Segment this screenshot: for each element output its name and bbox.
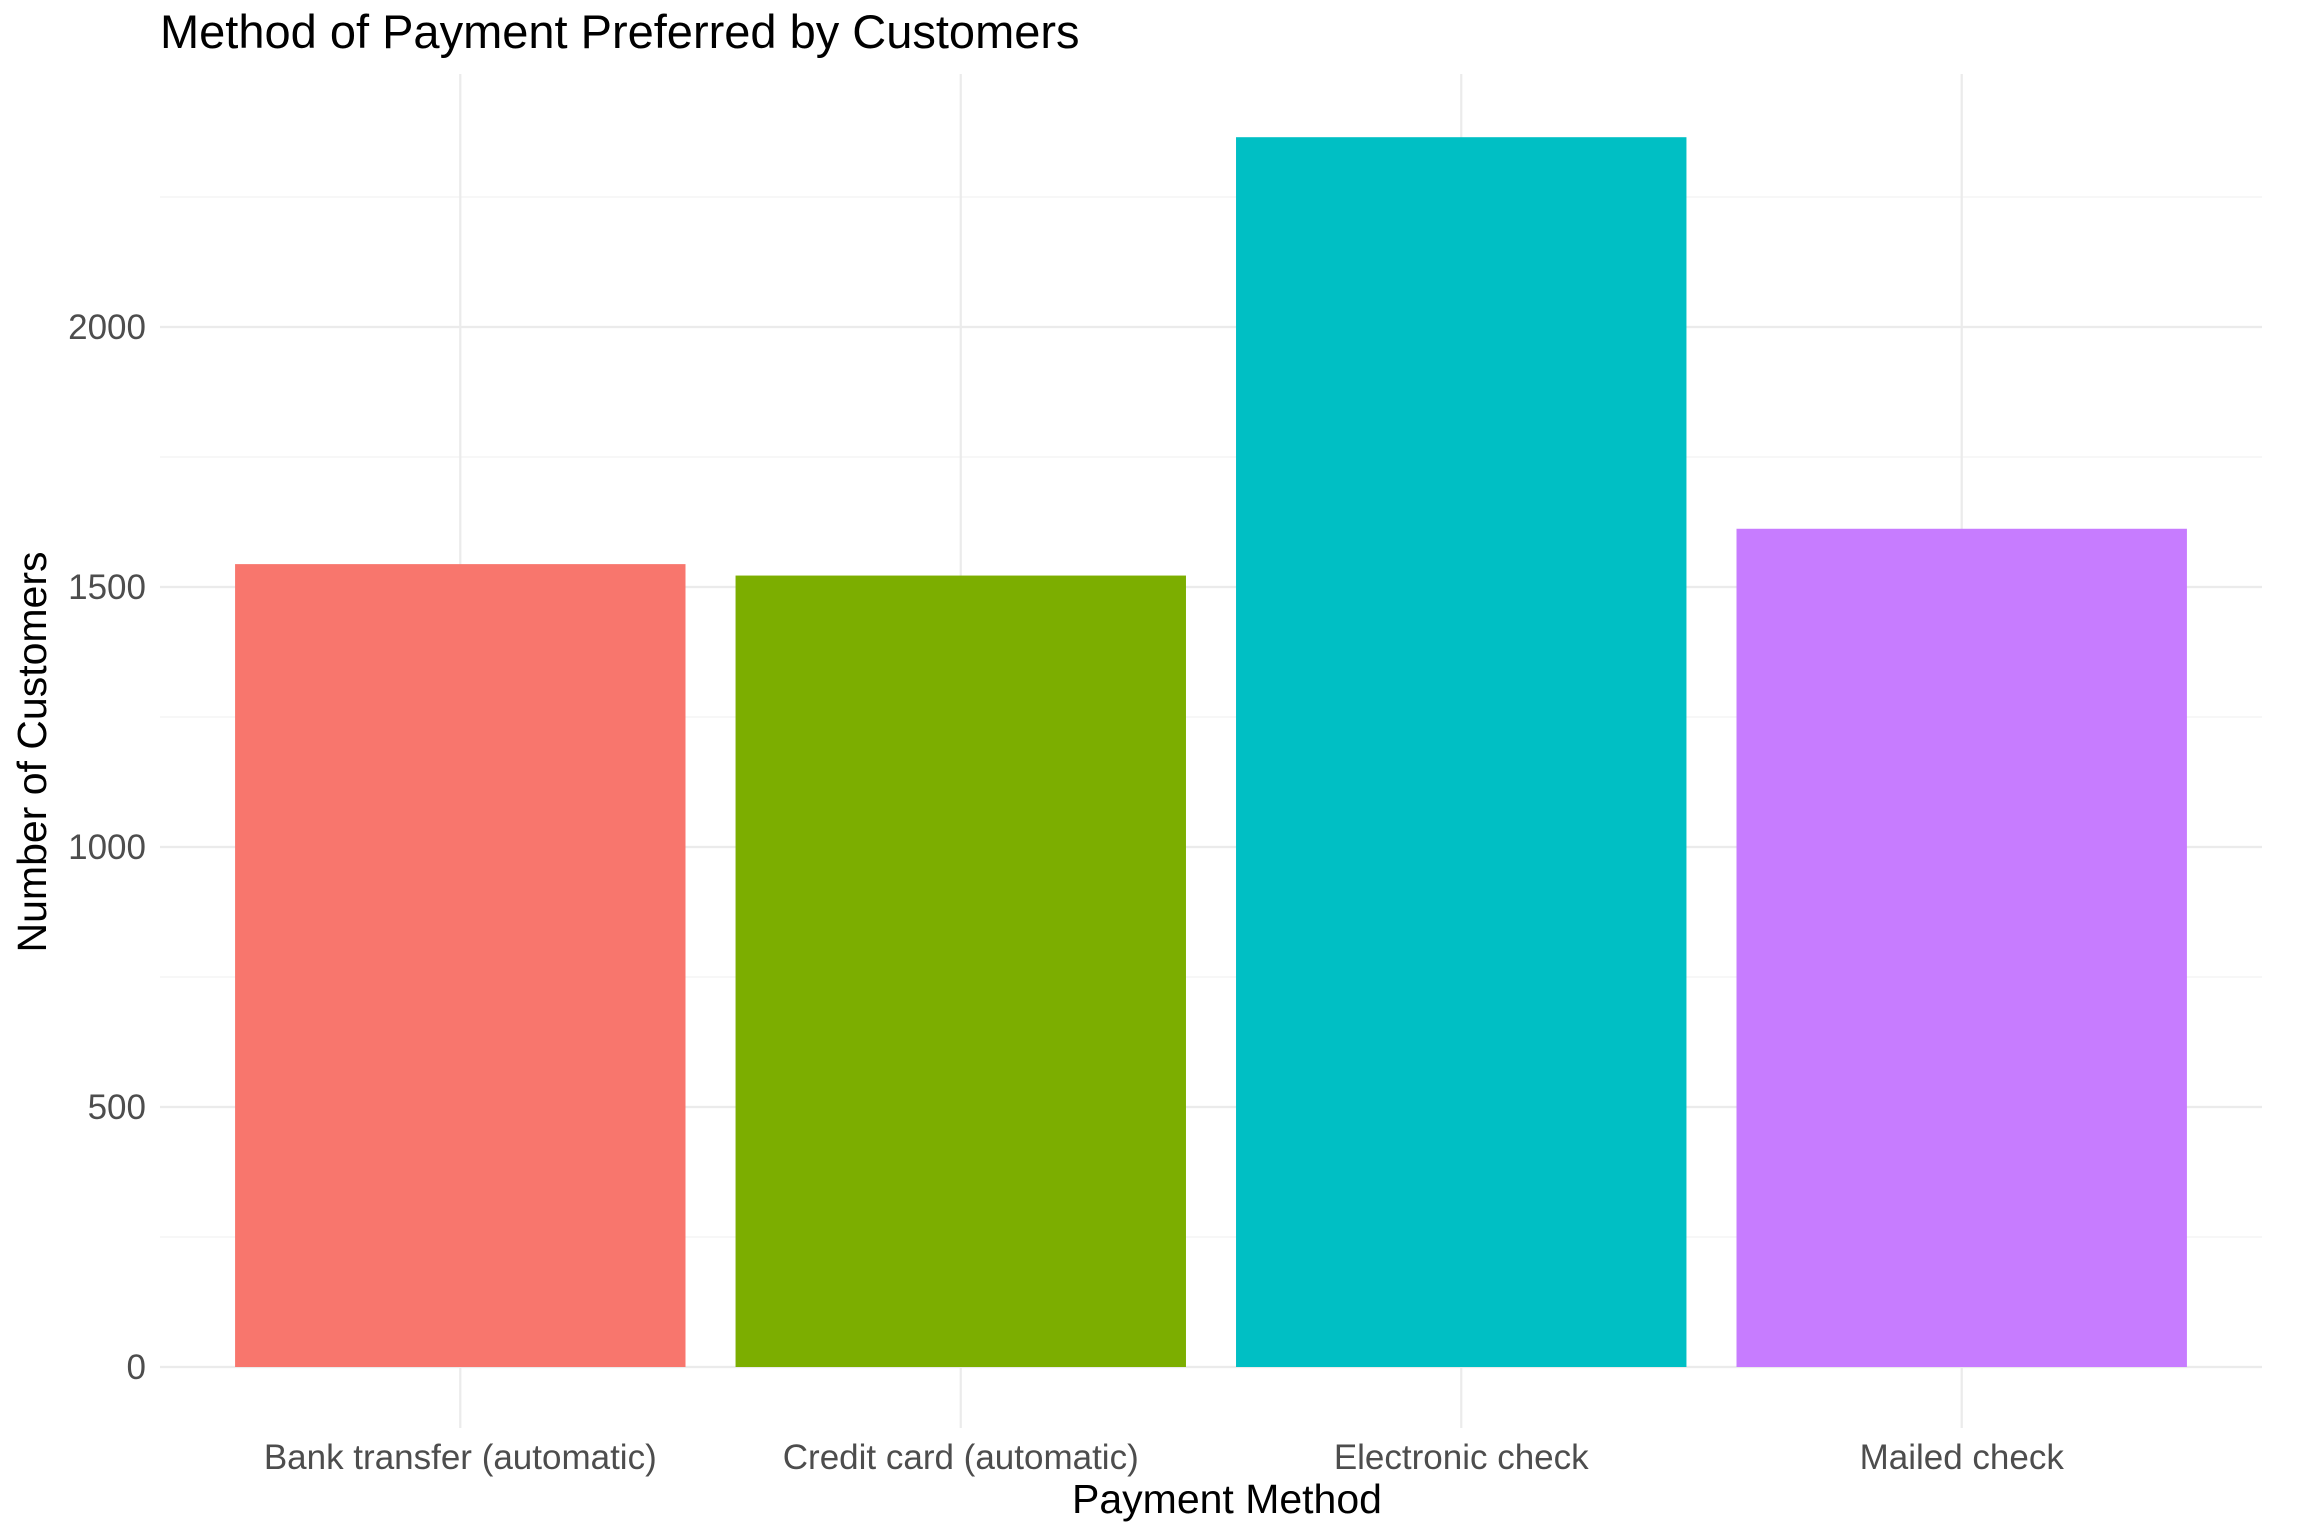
x-tick-label: Credit card (automatic) [783,1438,1139,1477]
bar [1236,137,1687,1368]
y-tick-label: 0 [127,1348,146,1387]
x-tick-label: Mailed check [1860,1438,2065,1477]
y-tick-label: 500 [88,1088,146,1127]
y-axis-ticks: 0 500 1000 1500 2000 [68,308,146,1387]
bar [1736,528,2187,1367]
y-tick-label: 2000 [68,308,146,347]
y-axis-title: Number of Customers [9,551,55,952]
x-axis-ticks: Bank transfer (automatic) Credit card (au… [264,1438,2065,1477]
y-tick-label: 1000 [68,828,146,867]
chart-title: Method of Payment Preferred by Customers [160,5,1080,58]
x-tick-label: Electronic check [1334,1438,1589,1477]
bar [735,575,1186,1367]
y-tick-label: 1500 [68,568,146,607]
x-tick-label: Bank transfer (automatic) [264,1438,657,1477]
bar [235,564,686,1367]
bars [235,137,2187,1368]
x-axis-title: Payment Method [1072,1476,1382,1522]
